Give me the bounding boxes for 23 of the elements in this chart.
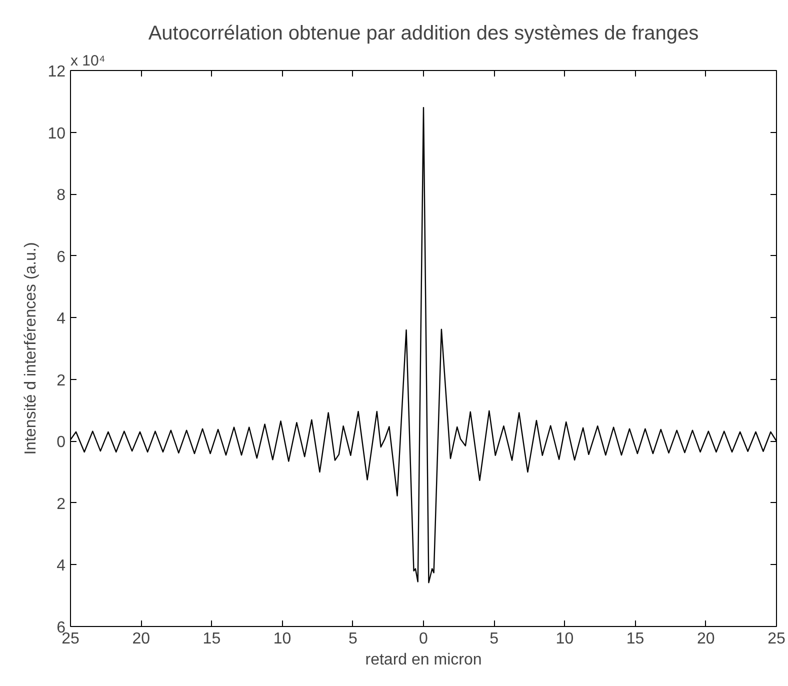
y-tick-label: 4 (56, 558, 66, 575)
y-tick-label: 2 (56, 496, 66, 513)
y-tick-label: 6 (56, 248, 66, 266)
x-tick-label: 10 (556, 630, 574, 648)
x-tick-label: 15 (626, 630, 644, 648)
x-tick-label: 20 (132, 630, 150, 648)
x-tick-label: 20 (697, 630, 715, 648)
x-tick-label: 15 (202, 630, 221, 648)
y-tick-label: 2 (56, 372, 66, 390)
y-tick-label: 8 (56, 187, 66, 204)
x-tick-label: 0 (419, 630, 428, 648)
y-tick-label: 0 (56, 434, 66, 452)
x-tick-label: 5 (348, 630, 358, 648)
x-tick-label: 25 (768, 630, 786, 648)
y-axis-title: Intensité d interférences (a.u.) (22, 242, 40, 455)
x-axis-title: retard en micron (365, 652, 482, 668)
x-tick-label: 10 (273, 630, 292, 648)
y-tick-label: 12 (48, 64, 66, 80)
x-tick-label: 5 (490, 630, 499, 648)
chart-title: Autocorrélation obtenue par addition des systèmes de franges (148, 22, 699, 44)
y-tick-label: 4 (56, 310, 66, 328)
text: x 10⁴ (70, 52, 106, 70)
y-tick-label: 10 (48, 125, 66, 142)
